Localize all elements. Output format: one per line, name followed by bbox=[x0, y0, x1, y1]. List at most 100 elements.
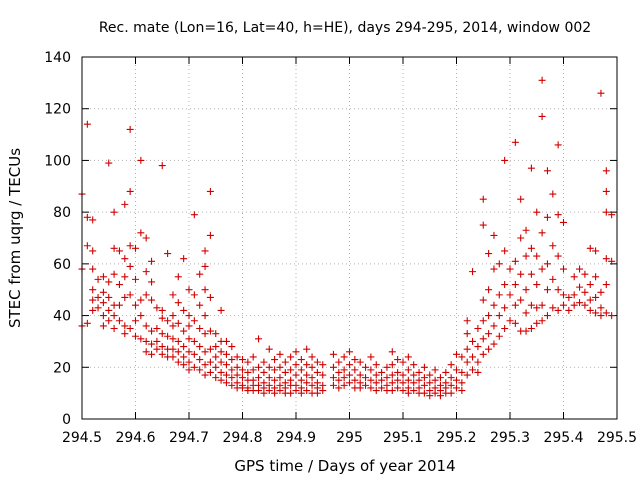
data-point bbox=[356, 371, 364, 379]
data-point bbox=[367, 366, 375, 374]
data-point bbox=[447, 361, 455, 369]
data-point bbox=[180, 255, 188, 263]
data-point bbox=[586, 244, 594, 252]
data-point bbox=[501, 281, 509, 289]
data-point bbox=[319, 371, 327, 379]
data-point bbox=[404, 353, 412, 361]
data-point bbox=[538, 229, 546, 237]
data-point bbox=[212, 374, 220, 382]
data-point bbox=[142, 322, 150, 330]
data-point bbox=[554, 286, 562, 294]
data-point bbox=[538, 265, 546, 273]
x-tick-label: 295.5 bbox=[597, 430, 637, 446]
data-point bbox=[388, 361, 396, 369]
data-point bbox=[201, 247, 209, 255]
x-tick-label: 294.9 bbox=[276, 430, 316, 446]
data-point bbox=[576, 299, 584, 307]
data-point bbox=[458, 368, 466, 376]
data-point bbox=[335, 376, 343, 384]
data-point bbox=[463, 345, 471, 353]
data-point bbox=[581, 301, 589, 309]
data-point bbox=[297, 376, 305, 384]
data-point bbox=[190, 211, 198, 219]
data-point bbox=[420, 374, 428, 382]
data-point bbox=[522, 252, 530, 260]
data-point bbox=[533, 319, 541, 327]
data-point bbox=[142, 337, 150, 345]
data-point bbox=[517, 270, 525, 278]
data-point bbox=[174, 337, 182, 345]
data-point bbox=[554, 252, 562, 260]
data-point bbox=[132, 275, 139, 283]
data-point bbox=[592, 293, 600, 301]
data-point bbox=[426, 371, 434, 379]
data-point bbox=[217, 358, 225, 366]
data-point bbox=[89, 286, 97, 294]
data-point bbox=[276, 374, 284, 382]
data-point bbox=[511, 301, 519, 309]
data-point bbox=[281, 368, 289, 376]
data-point bbox=[495, 260, 503, 268]
data-point bbox=[474, 358, 482, 366]
data-point bbox=[158, 343, 166, 351]
data-point bbox=[335, 384, 343, 392]
data-point bbox=[265, 374, 273, 382]
y-tick-label: 20 bbox=[53, 360, 71, 376]
data-point bbox=[83, 242, 91, 250]
data-point bbox=[158, 306, 166, 314]
data-point bbox=[271, 356, 279, 364]
data-point bbox=[303, 371, 311, 379]
data-point bbox=[249, 353, 257, 361]
data-point bbox=[506, 317, 514, 325]
data-point bbox=[89, 216, 97, 224]
data-point bbox=[303, 361, 311, 369]
data-point bbox=[378, 376, 386, 384]
data-point bbox=[228, 356, 236, 364]
data-point bbox=[94, 275, 102, 283]
data-point bbox=[271, 389, 279, 397]
data-point bbox=[533, 252, 541, 260]
data-point bbox=[501, 304, 509, 312]
data-point bbox=[399, 387, 407, 395]
data-point bbox=[228, 374, 236, 382]
data-point bbox=[174, 273, 182, 281]
data-point bbox=[169, 322, 177, 330]
data-point bbox=[527, 244, 535, 252]
data-point bbox=[89, 296, 97, 304]
data-point bbox=[196, 343, 204, 351]
data-point bbox=[602, 167, 610, 175]
data-point bbox=[608, 257, 616, 265]
x-tick-label: 294.8 bbox=[222, 430, 262, 446]
data-point bbox=[137, 156, 145, 164]
data-point bbox=[549, 242, 557, 250]
data-point bbox=[196, 325, 204, 332]
data-point bbox=[206, 345, 214, 353]
data-point bbox=[222, 337, 230, 345]
data-point bbox=[185, 348, 193, 356]
data-point bbox=[474, 368, 482, 376]
data-point bbox=[394, 384, 402, 392]
data-point bbox=[431, 376, 439, 384]
data-point bbox=[378, 384, 386, 392]
data-point bbox=[185, 312, 193, 320]
data-point bbox=[297, 366, 305, 374]
x-tick-label: 295.4 bbox=[543, 430, 583, 446]
data-point bbox=[506, 265, 514, 273]
data-point bbox=[474, 343, 482, 351]
data-point bbox=[115, 301, 123, 309]
data-point bbox=[346, 379, 353, 387]
data-point bbox=[206, 187, 214, 195]
data-point bbox=[602, 309, 610, 317]
x-tick-label: 294.7 bbox=[169, 430, 209, 446]
data-point bbox=[565, 306, 573, 314]
data-point bbox=[592, 247, 600, 255]
y-tick-label: 120 bbox=[44, 102, 71, 118]
data-point bbox=[105, 293, 113, 301]
data-point bbox=[201, 361, 209, 369]
data-point bbox=[329, 381, 337, 389]
data-point bbox=[196, 366, 204, 374]
data-point bbox=[378, 368, 386, 376]
data-point bbox=[158, 162, 166, 170]
data-point bbox=[201, 262, 209, 270]
data-point bbox=[431, 366, 439, 374]
